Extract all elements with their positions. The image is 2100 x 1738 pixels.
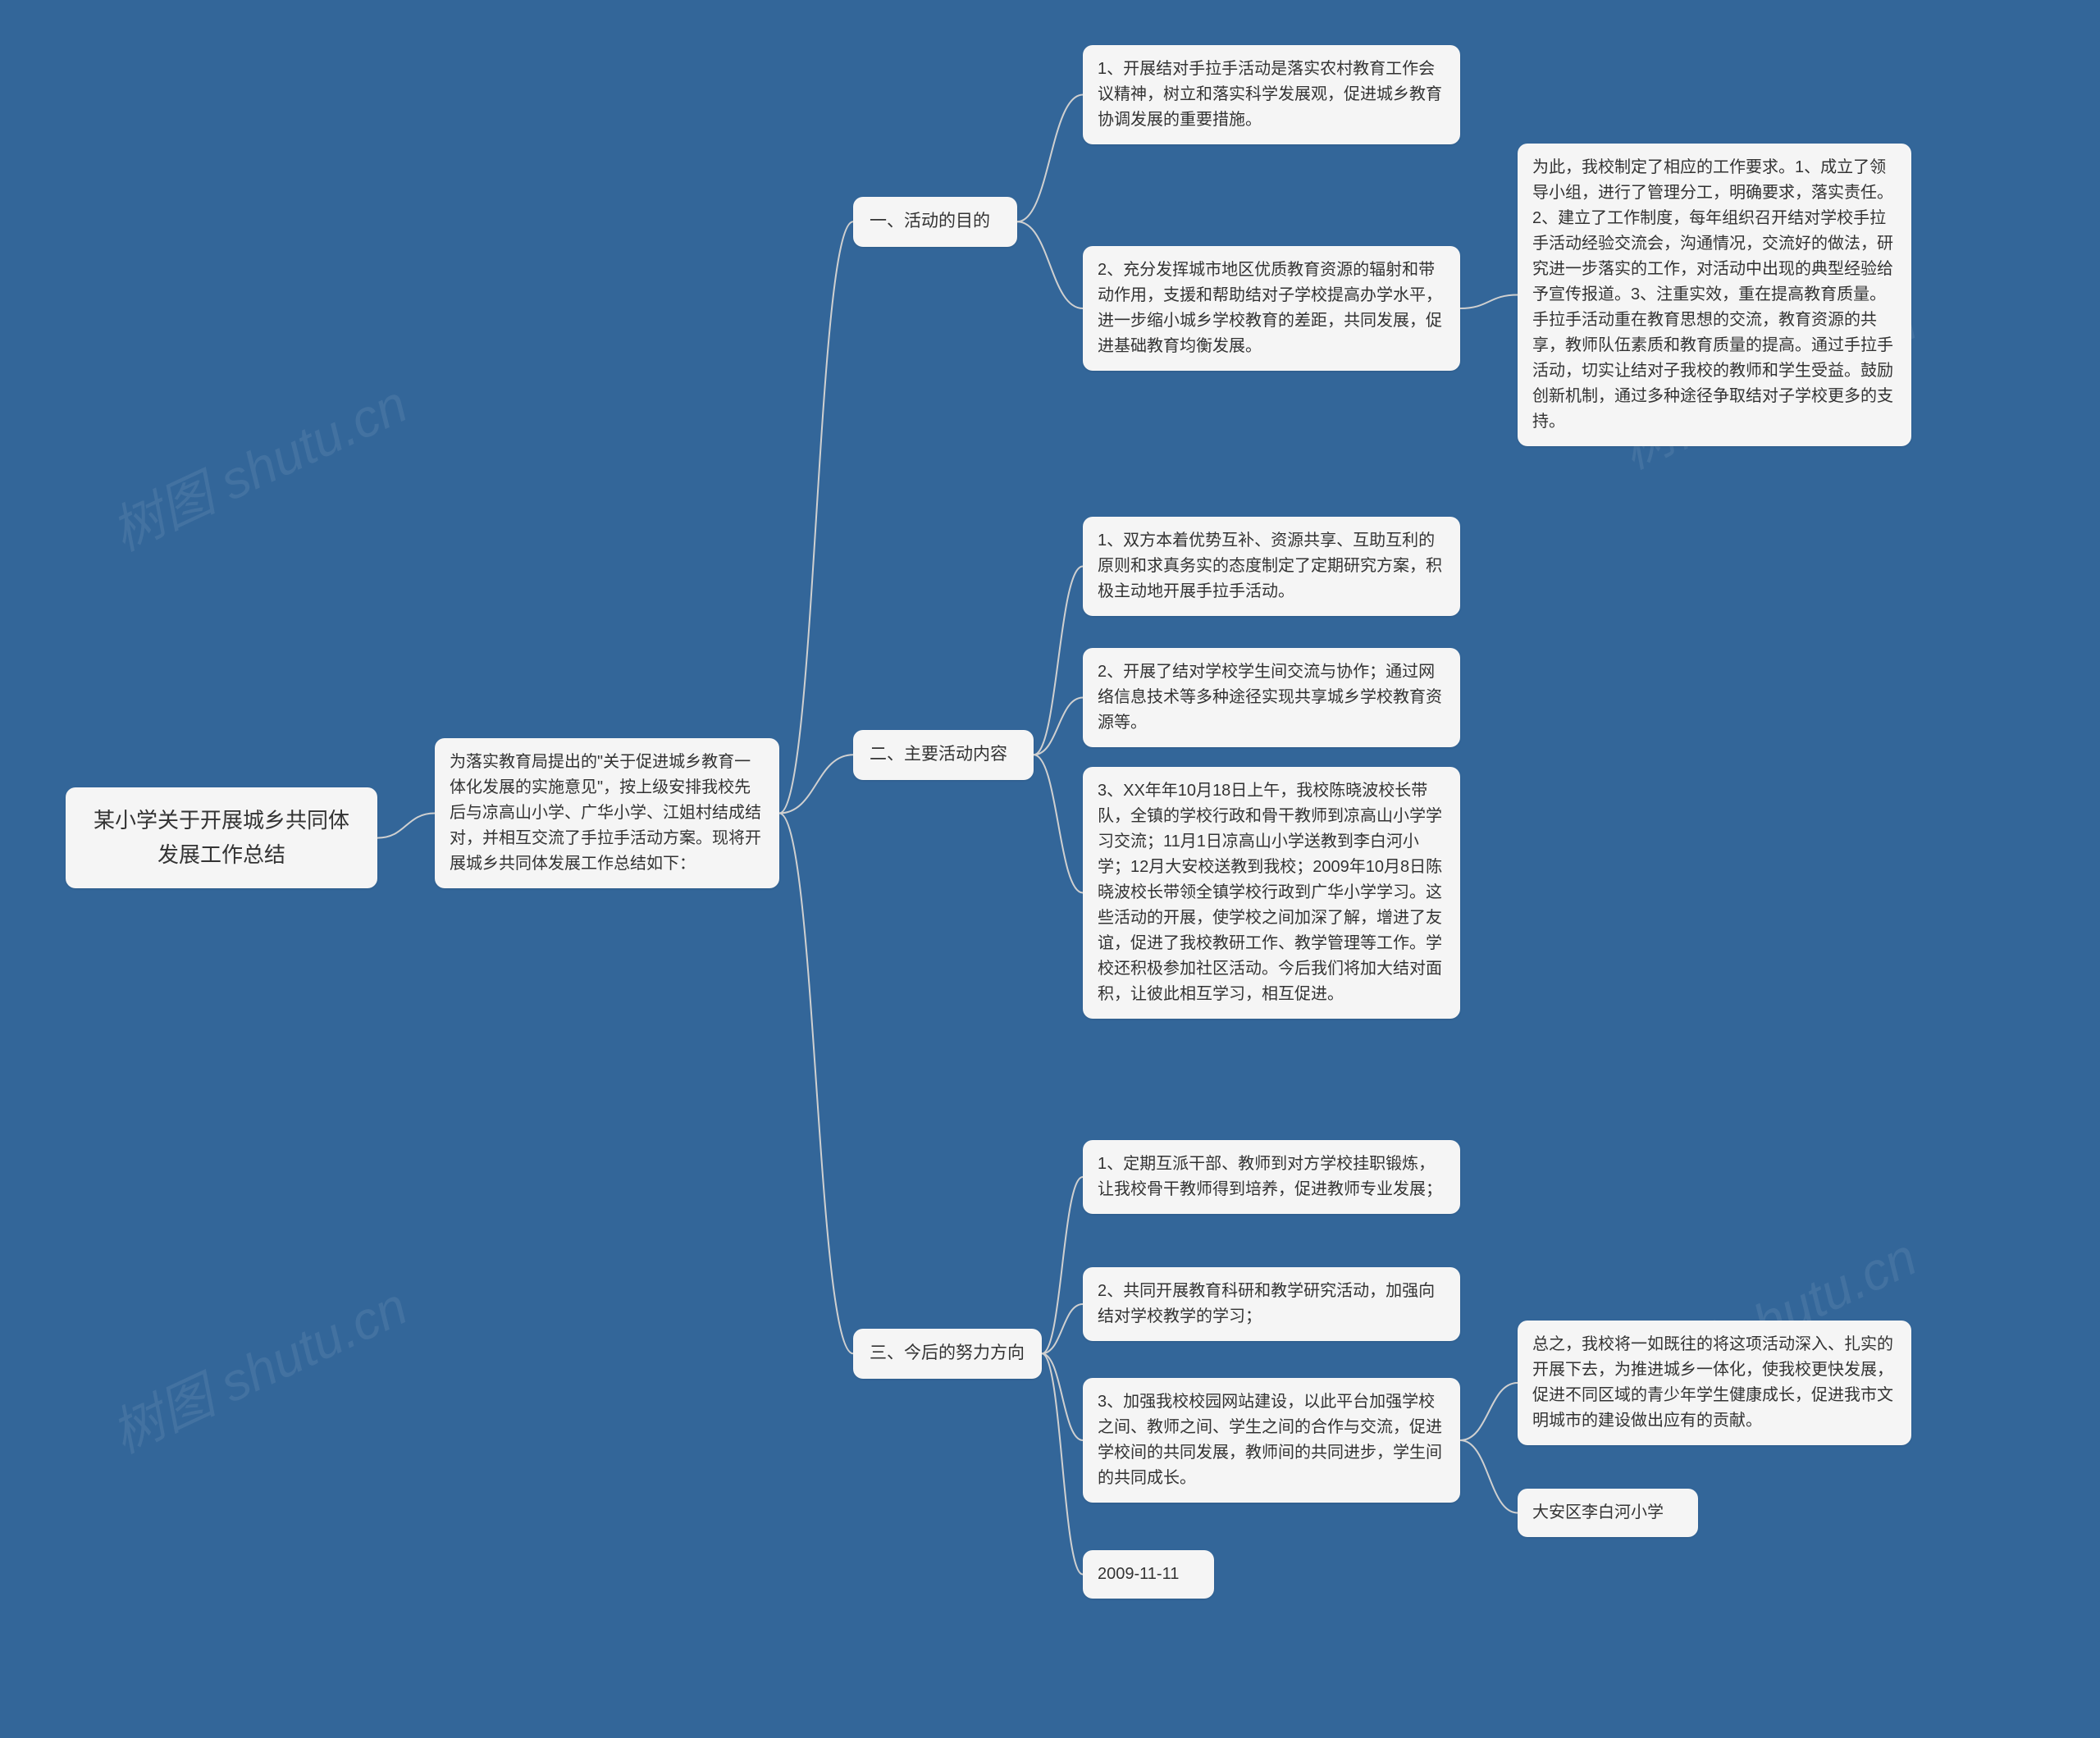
watermark: 树图 shutu.cn — [98, 363, 418, 565]
section-1-purpose[interactable]: 一、活动的目的 — [853, 197, 1017, 247]
node-s2-1[interactable]: 1、双方本着优势互补、资源共享、互助互利的原则和求真务实的态度制定了定期研究方案… — [1083, 517, 1460, 616]
node-s1-2[interactable]: 2、充分发挥城市地区优质教育资源的辐射和带动作用，支援和帮助结对子学校提高办学水… — [1083, 246, 1460, 371]
mindmap-intro[interactable]: 为落实教育局提出的"关于促进城乡教育一体化发展的实施意见"，按上级安排我校先后与… — [435, 738, 779, 888]
node-s3-1[interactable]: 1、定期互派干部、教师到对方学校挂职锻炼，让我校骨干教师得到培养，促进教师专业发… — [1083, 1140, 1460, 1214]
node-s3-3-1[interactable]: 总之，我校将一如既往的将这项活动深入、扎实的开展下去，为推进城乡一体化，使我校更… — [1518, 1321, 1911, 1445]
watermark: 树图 shutu.cn — [98, 1265, 418, 1467]
node-s3-3[interactable]: 3、加强我校校园网站建设，以此平台加强学校之间、教师之间、学生之间的合作与交流，… — [1083, 1378, 1460, 1503]
node-s2-3[interactable]: 3、XX年年10月18日上午，我校陈晓波校长带队，全镇的学校行政和骨干教师到凉高… — [1083, 767, 1460, 1019]
node-s2-2[interactable]: 2、开展了结对学校学生间交流与协作；通过网络信息技术等多种途径实现共享城乡学校教… — [1083, 648, 1460, 747]
section-3-future[interactable]: 三、今后的努力方向 — [853, 1329, 1042, 1379]
node-s1-1[interactable]: 1、开展结对手拉手活动是落实农村教育工作会议精神，树立和落实科学发展观，促进城乡… — [1083, 45, 1460, 144]
mindmap-root[interactable]: 某小学关于开展城乡共同体发展工作总结 — [66, 787, 377, 888]
node-s1-2-1[interactable]: 为此，我校制定了相应的工作要求。1、成立了领导小组，进行了管理分工，明确要求，落… — [1518, 144, 1911, 446]
node-s3-date[interactable]: 2009-11-11 — [1083, 1550, 1214, 1599]
node-s3-3-2[interactable]: 大安区李白河小学 — [1518, 1489, 1698, 1537]
section-2-activities[interactable]: 二、主要活动内容 — [853, 730, 1034, 780]
node-s3-2[interactable]: 2、共同开展教育科研和教学研究活动，加强向结对学校教学的学习； — [1083, 1267, 1460, 1341]
